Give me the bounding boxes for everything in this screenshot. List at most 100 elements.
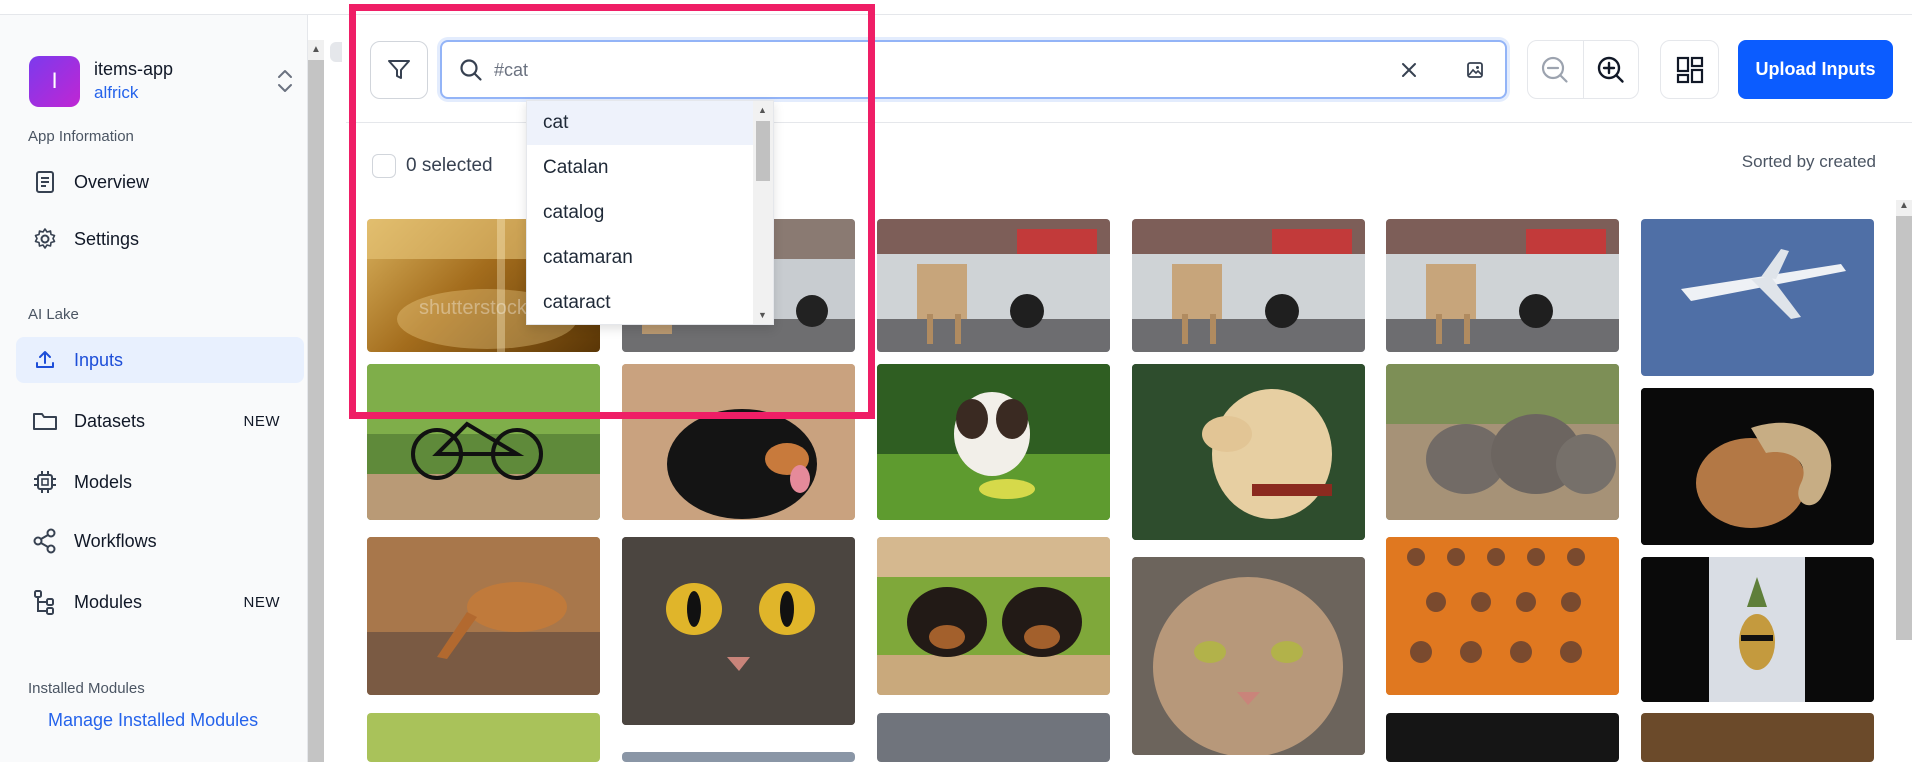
filter-button[interactable] [370,41,428,99]
search-suggestions-dropdown: cat Catalan catalog catamaran cataract ▲… [526,100,774,325]
scroll-up-arrow-icon[interactable]: ▲ [308,40,324,60]
sidebar-item-inputs[interactable]: Inputs [16,337,304,383]
gallery-tile-orange-cat[interactable] [367,713,600,762]
app-name: items-app [94,59,174,79]
dropdown-scrollbar[interactable]: ▲ ▼ [753,101,773,324]
elephants-scene [1386,364,1619,520]
sidebar-item-settings[interactable]: Settings [16,216,304,262]
gallery-tile-bicycle[interactable] [367,364,600,520]
zoom-controls [1527,40,1639,99]
gallery-tile-dog-car[interactable] [1132,219,1365,352]
sidebar-item-overview[interactable]: Overview [16,159,304,205]
chip-icon [32,469,58,495]
sidebar-item-label: Modules [74,591,143,612]
document-icon [32,169,58,195]
gallery-tile-dark[interactable] [1386,713,1619,762]
suggestion-item[interactable]: catamaran [543,247,633,268]
sidebar-item-label: Workflows [74,530,157,551]
search-input[interactable] [494,54,1394,86]
tabby-cat-scene [1132,557,1365,755]
dog-car-scene [1386,219,1619,352]
new-badge: NEW [243,593,280,611]
scroll-up-arrow-icon[interactable]: ▲ [758,105,767,115]
upload-icon [32,347,58,373]
close-icon[interactable] [1397,58,1421,82]
chevron-up-down-icon[interactable] [276,67,294,95]
collapse-sidebar-handle[interactable] [330,42,342,62]
suggestion-item[interactable]: cataract [543,292,611,313]
gallery-tile-puppy-grass[interactable] [877,364,1110,520]
sort-label[interactable]: Sorted by created [1741,152,1876,171]
sidebar: I items-app alfrick App Information Over… [0,15,308,762]
sidebar-scrollbar[interactable] [308,40,324,762]
search-icon [460,59,482,81]
gallery-tile-cat-closeup[interactable] [622,537,855,725]
app-names: items-app alfrick [94,59,173,103]
sidebar-item-models[interactable]: Models [16,459,304,505]
zoom-out-button[interactable] [1528,41,1583,98]
grid-view-button[interactable] [1660,40,1719,99]
sidebar-item-label: Settings [74,228,140,249]
scroll-up-arrow-icon[interactable]: ▲ [1896,200,1912,216]
gear-icon [32,226,58,252]
puppy-grass-scene [877,364,1110,520]
scroll-down-arrow-icon[interactable]: ▼ [758,310,767,320]
upload-inputs-button[interactable]: Upload Inputs [1738,40,1893,99]
gallery-tile-airplane[interactable] [1641,219,1874,376]
section-title-ai-lake: AI Lake [28,306,79,323]
gallery-tile-pineapple[interactable] [1641,557,1874,702]
ram-scene [1641,388,1874,545]
pineapple-scene [1641,557,1874,702]
two-puppies-scene [877,537,1110,695]
gallery-tile-forest[interactable] [1641,713,1874,762]
gallery-tile-dog-car[interactable] [877,219,1110,352]
gallery-tile-golden-liquid[interactable]: shutterstock [367,219,600,352]
folder-icon [32,408,58,434]
header-divider [346,122,1912,123]
gallery-tile-labrador[interactable] [1132,364,1365,540]
gallery-scrollbar[interactable] [1896,200,1912,640]
glass-illustration: shutterstock [367,219,600,352]
airplane-illustration [1681,249,1846,319]
gallery-tile-dog-car[interactable] [1386,219,1619,352]
dropdown-scroll-thumb[interactable] [756,121,770,181]
section-title-installed-modules: Installed Modules [28,680,145,697]
select-all-checkbox[interactable] [372,154,396,178]
gallery-tile-impala[interactable] [367,537,600,695]
manage-installed-modules-link[interactable]: Manage Installed Modules [48,710,259,730]
gallery-tile-sky[interactable] [877,713,1110,762]
suggestion-item[interactable]: cat [527,101,753,145]
gallery-tile-partial[interactable] [622,752,855,762]
image-search-icon[interactable] [1463,58,1487,82]
impala-scene [367,537,600,695]
gallery-tile-monks[interactable] [1386,537,1619,695]
sidebar-item-datasets[interactable]: Datasets NEW [16,398,304,444]
dog-car-scene [877,219,1110,352]
search-bar[interactable] [440,40,1507,99]
gallery-tile-bernese-dog[interactable] [622,364,855,520]
app-avatar: I [29,55,80,107]
sidebar-item-label: Inputs [74,349,124,370]
grid-layout-icon [1676,56,1703,83]
modules-icon [32,589,58,615]
suggestion-item[interactable]: catalog [543,202,605,223]
gallery-tile-elephants[interactable] [1386,364,1619,520]
watermark-text: shutterstock [419,297,528,319]
filter-icon [388,60,410,79]
app-switcher[interactable]: I items-app alfrick [29,55,294,107]
sidebar-item-label: Models [74,471,133,492]
sidebar-item-modules[interactable]: Modules NEW [16,579,304,625]
dog-car-scene [1132,219,1365,352]
gallery-tile-two-puppies[interactable] [877,537,1110,695]
cat-closeup-scene [622,537,855,725]
gallery-tile-ram[interactable] [1641,388,1874,545]
sidebar-item-label: Datasets [74,410,146,431]
suggestion-item[interactable]: Catalan [543,157,609,178]
zoom-in-button[interactable] [1582,41,1638,98]
sidebar-item-workflows[interactable]: Workflows [16,518,304,564]
app-user-link[interactable]: alfrick [94,83,139,102]
annotation-highlight-frame [349,4,875,419]
monks-scene [1386,537,1619,695]
gallery-tile-tabby-cat[interactable] [1132,557,1365,755]
